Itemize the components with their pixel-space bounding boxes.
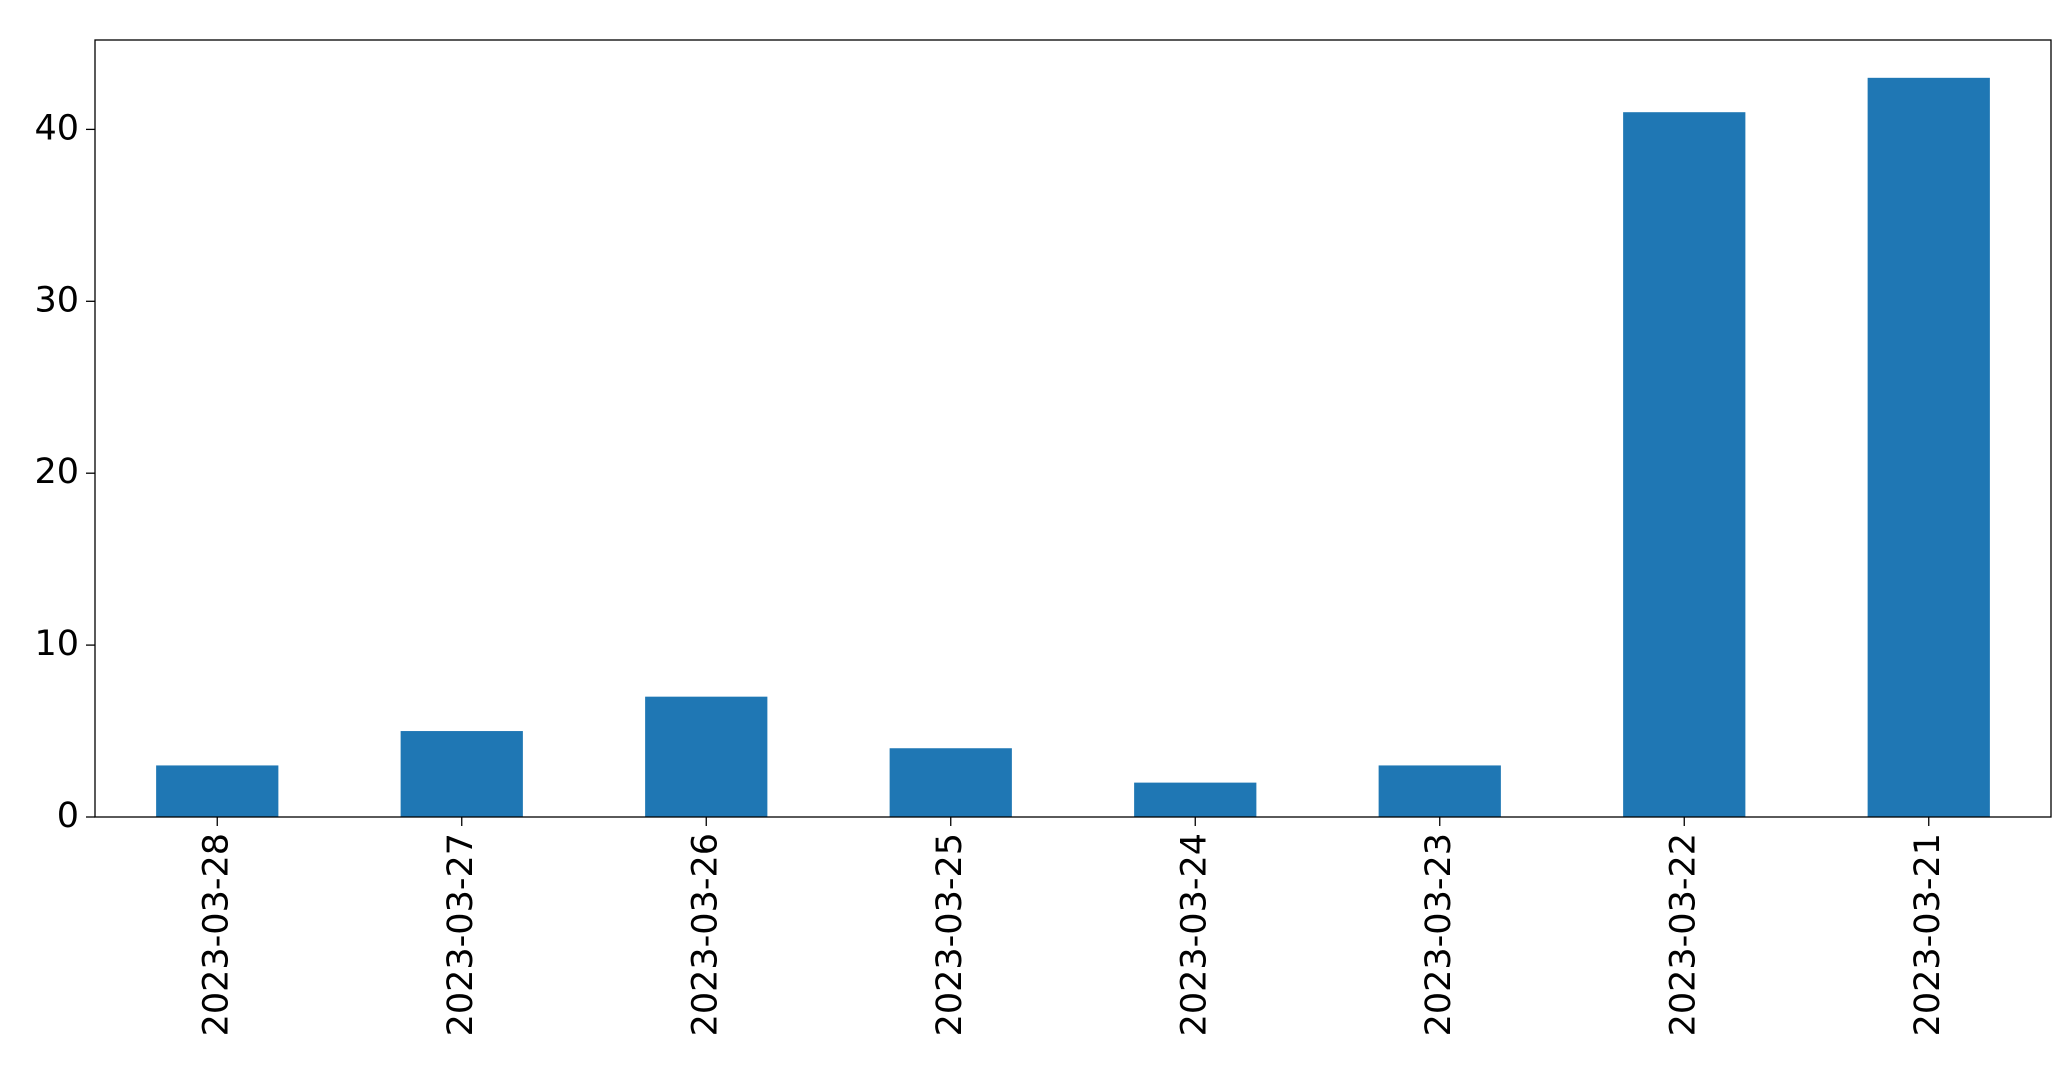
bar <box>1134 782 1257 817</box>
x-tick-label: 2023-03-21 <box>1908 833 1948 1036</box>
y-tick-label: 0 <box>57 796 79 836</box>
bar <box>1867 77 1990 817</box>
bar <box>1623 112 1746 818</box>
bar <box>156 765 279 817</box>
y-tick-label: 30 <box>34 280 79 320</box>
x-tick-label: 2023-03-27 <box>441 833 481 1036</box>
y-tick-label: 40 <box>34 108 79 148</box>
bar <box>645 696 768 817</box>
y-tick-label: 10 <box>34 624 79 664</box>
bar <box>400 731 523 817</box>
x-tick-label: 2023-03-22 <box>1663 833 1703 1036</box>
plot-frame <box>94 39 2052 818</box>
x-tick-label: 2023-03-24 <box>1174 833 1214 1036</box>
x-tick-label: 2023-03-23 <box>1419 833 1459 1036</box>
bar <box>1378 765 1501 817</box>
bar <box>889 748 1012 817</box>
y-tick-label: 20 <box>34 452 79 492</box>
x-tick-label: 2023-03-26 <box>685 833 725 1036</box>
x-tick-label: 2023-03-25 <box>930 833 970 1036</box>
x-tick-label: 2023-03-28 <box>196 833 236 1036</box>
